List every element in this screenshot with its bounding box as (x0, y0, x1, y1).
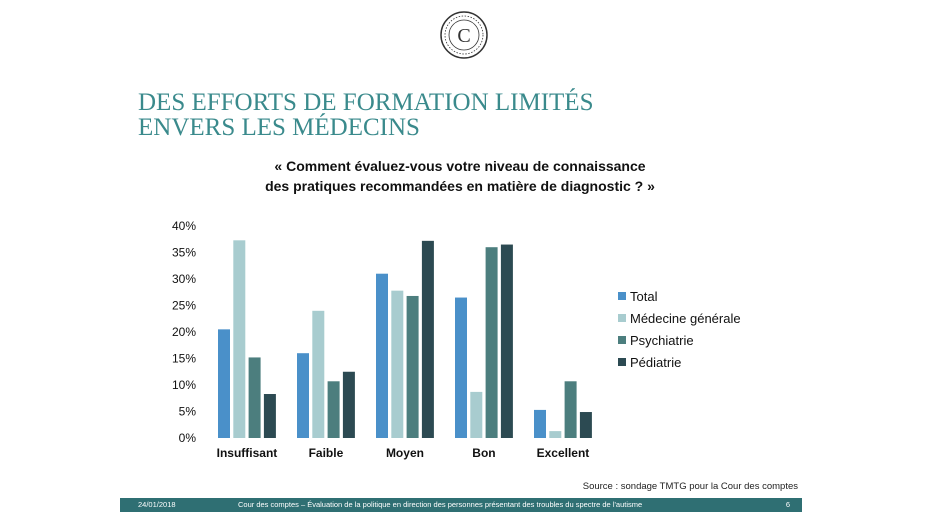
bar-3-3 (406, 295, 419, 438)
legend-swatch (618, 314, 626, 322)
bar-4-3 (485, 247, 498, 438)
legend-swatch (618, 358, 626, 366)
slide-title: DES EFFORTS DE FORMATION LIMITÉS ENVERS … (138, 90, 738, 140)
x-category-label: Bon (472, 446, 495, 460)
y-tick-label: 25% (172, 299, 196, 313)
bar-3-2 (391, 290, 404, 438)
bar-1-4 (263, 394, 276, 438)
slide-title-line-2: ENVERS LES MÉDECINS (138, 114, 420, 141)
footer-date: 24/01/2018 (138, 500, 176, 509)
bar-2-1 (297, 353, 309, 438)
legend-swatch (618, 336, 626, 344)
chart-title-line-1: « Comment évaluez-vous votre niveau de c… (274, 158, 646, 174)
y-tick-label: 40% (172, 219, 196, 233)
logo-letter: C (457, 25, 470, 47)
bar-5-2 (549, 431, 562, 438)
bar-5-1 (534, 409, 546, 438)
bar-4-2 (470, 391, 483, 438)
x-category-label: Moyen (386, 446, 424, 460)
bar-2-4 (342, 371, 355, 438)
bar-1-2 (233, 240, 246, 438)
legend-label: Médecine générale (630, 311, 741, 326)
x-category-label: Excellent (537, 446, 590, 460)
y-tick-label: 20% (172, 325, 196, 339)
legend-label: Psychiatrie (630, 333, 694, 348)
legend-label: Pédiatrie (630, 355, 681, 370)
y-tick-label: 0% (179, 431, 197, 445)
source-note: Source : sondage TMTG pour la Cour des c… (582, 481, 798, 492)
slide-title-line-1: DES EFFORTS DE FORMATION LIMITÉS (138, 89, 594, 116)
legend-label: Total (630, 289, 658, 304)
bar-1-3 (248, 357, 261, 438)
bar-4-4 (500, 244, 513, 438)
bar-4-1 (455, 297, 467, 438)
x-category-label: Faible (309, 446, 344, 460)
footer-page-number: 6 (785, 500, 790, 509)
bar-1-1 (218, 329, 230, 438)
y-tick-label: 35% (172, 246, 196, 260)
chart-title-line-2: des pratiques recommandées en matière de… (265, 178, 655, 194)
bar-3-1 (376, 273, 388, 438)
bar-chart: 0% 5% 10% 15% 20% 25% 30% 35% 40% Insuffisant Faib… (172, 219, 741, 460)
bar-2-3 (327, 381, 340, 438)
footer-text: Cour des comptes – Évaluation de la poli… (238, 500, 643, 509)
bar-2-2 (312, 310, 325, 438)
y-tick-label: 15% (172, 352, 196, 366)
y-tick-label: 30% (172, 272, 196, 286)
y-tick-label: 10% (172, 378, 196, 392)
bar-5-4 (579, 412, 592, 438)
chart-title: « Comment évaluez-vous votre niveau de c… (200, 156, 720, 196)
cour-des-comptes-logo: C (440, 11, 488, 59)
y-tick-label: 5% (179, 405, 197, 419)
footer-bar: 24/01/2018 Cour des comptes – Évaluation… (120, 498, 802, 512)
bar-5-3 (564, 381, 577, 438)
legend-swatch (618, 292, 626, 300)
x-category-label: Insuffisant (217, 446, 278, 460)
bar-3-4 (421, 240, 434, 438)
